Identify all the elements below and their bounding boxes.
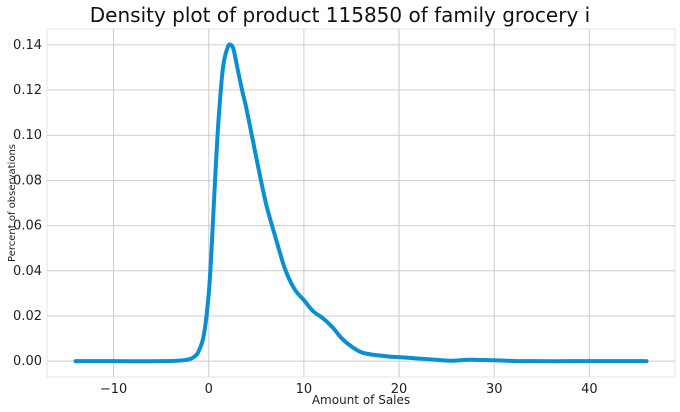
density-line	[73, 42, 649, 364]
y-tick-label: 0.06	[13, 219, 42, 234]
grid	[47, 29, 675, 377]
y-tick-label: 0.02	[13, 309, 42, 324]
series	[73, 42, 649, 364]
y-axis-label: Percent of observations	[7, 144, 18, 262]
x-axis-label: Amount of Sales	[312, 393, 410, 407]
plot-area	[46, 28, 676, 378]
chart-title: Density plot of product 115850 of family…	[90, 3, 590, 27]
x-tick-label: 40	[581, 382, 598, 397]
y-tick-label: 0.08	[13, 173, 42, 188]
x-tick-label: 0	[205, 382, 213, 397]
x-tick-label: −10	[100, 382, 127, 397]
x-tick-label: 20	[391, 382, 408, 397]
y-tick-label: 0.12	[13, 83, 42, 98]
x-tick-label: 10	[296, 382, 313, 397]
x-ticks: −10 0 10 20 30 40	[100, 382, 598, 397]
y-tick-label: 0.04	[13, 264, 42, 279]
y-ticks: 0.00 0.02 0.04 0.06 0.08 0.10 0.12 0.14	[13, 38, 42, 369]
y-tick-label: 0.00	[13, 354, 42, 369]
y-tick-label: 0.14	[13, 38, 42, 53]
x-tick-label: 30	[486, 382, 503, 397]
y-tick-label: 0.10	[13, 128, 42, 143]
